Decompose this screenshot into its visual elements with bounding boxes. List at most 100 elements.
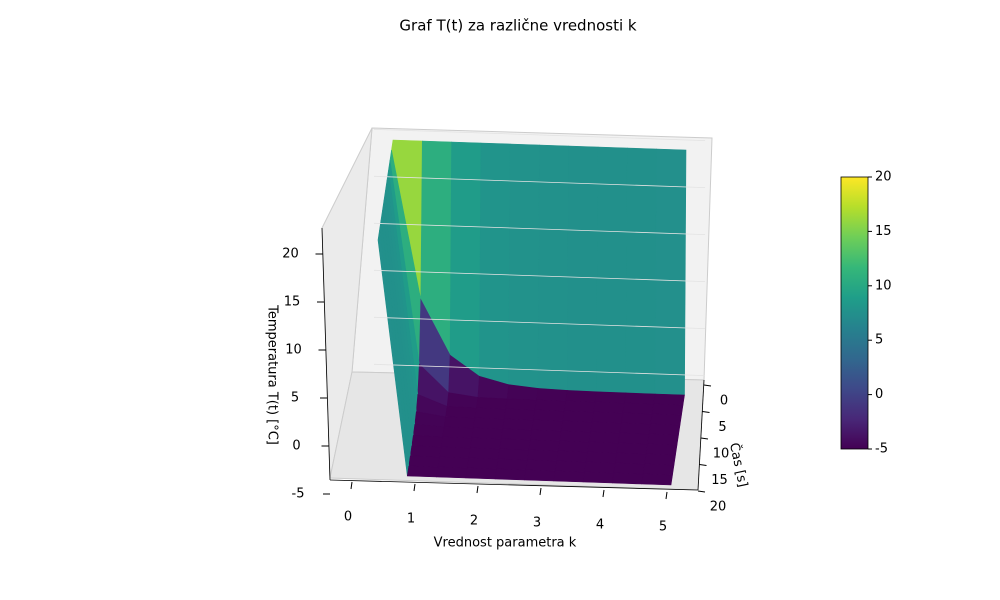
surface-patch [590,421,622,434]
surface-patch [562,410,594,423]
grid-line [373,316,706,329]
x-tick [602,489,605,498]
surface-patch [588,431,621,444]
surface-patch [591,411,624,424]
surface-patch [559,430,591,443]
surface-patch [651,403,684,416]
colorbar [840,176,869,450]
x-tick [539,487,542,496]
grid-line [373,269,706,282]
surface-patch [621,412,653,425]
y-tick-label: 20 [710,500,727,515]
x-tick [665,491,668,500]
y-tick [697,490,706,493]
surface-patch [644,453,676,466]
surface-patch [612,472,644,485]
surface-patch [445,406,477,419]
x-axis-label: Vrednost parametra k [434,536,577,551]
grid-line [373,222,706,235]
x-tick-label: 4 [596,518,604,533]
grid-line [373,175,706,188]
surface-patch [534,399,567,412]
y-tick-label: 15 [711,473,728,488]
colorbar-tick-label: 10 [875,278,892,293]
surface-patch [645,443,678,456]
surface-patch [449,141,482,377]
surface-patch [531,419,564,432]
surface-patch [505,398,537,411]
surface-patch [442,426,474,439]
surface-patch [585,451,618,464]
colorbar-tick-label: 0 [875,387,883,402]
surface-patch [497,448,530,461]
surface-patch [406,465,439,478]
y-tick [700,437,709,440]
surface-patch [619,422,652,435]
y-tick-label: 0 [720,394,728,409]
surface-patch [476,397,508,410]
surface-patch [474,407,507,420]
z-tick-label: 15 [284,295,301,310]
surface-patch [467,457,499,470]
surface-patch [437,456,470,469]
z-tick-label: 20 [282,247,299,262]
surface-patch [533,409,565,422]
surface-patch [584,461,616,474]
surface-patch [642,463,675,476]
surface-patch [536,388,568,402]
surface-patch [503,408,536,421]
surface-patch [479,142,511,386]
surface-patch [648,423,681,436]
surface-patch [528,439,561,452]
surface-patch [615,452,647,465]
surface-patch [473,417,505,430]
z-tick-label: -5 [292,487,305,502]
y-tick [702,411,710,413]
surface-patch [554,460,587,473]
surface-patch [525,459,558,472]
surface-patch [560,420,593,433]
surface-patch [500,428,533,441]
colorbar-tick-label: 5 [875,333,883,348]
x-axis [329,479,699,491]
surface-patch [471,427,504,440]
y-tick-label: 10 [713,447,730,462]
colorbar-tick-label: 20 [875,170,892,185]
surface-patch [524,469,556,482]
surface-patch [443,416,476,429]
surface-patch [593,401,625,414]
surface-patch [613,462,646,475]
y-axis [697,379,705,491]
surface [377,139,687,486]
surface-patch [616,442,649,455]
z-tick-label: 0 [292,439,300,454]
surface-patch [468,447,501,460]
x-tick [476,485,479,494]
y-axis-label: Čas [s] [726,441,751,488]
surface-patch [527,449,559,462]
chart-title: Graf T(t) za različne vrednosti k [399,17,636,35]
y-tick-label: 5 [718,420,726,435]
surface-patch [622,402,655,415]
surface-patch [624,392,656,405]
surface-patch [594,391,627,404]
z-tick-label: 5 [291,391,299,406]
z-tick-label: 10 [285,343,302,358]
surface-patch [408,455,440,468]
colorbar-tick-label: -5 [875,442,888,457]
x-tick-label: 1 [407,512,415,527]
surface-patch [530,429,562,442]
surface-patch [409,445,442,458]
surface-patch [650,413,682,426]
x-tick [413,483,416,492]
x-tick [350,481,353,490]
surface-patch [618,432,650,445]
surface-patch [494,468,527,481]
surface-patch [439,446,471,459]
surface-patch [436,466,468,479]
surface-patch [556,450,588,463]
surface-patch [470,437,502,450]
grid-line [373,363,706,376]
x-tick-label: 5 [659,520,667,535]
